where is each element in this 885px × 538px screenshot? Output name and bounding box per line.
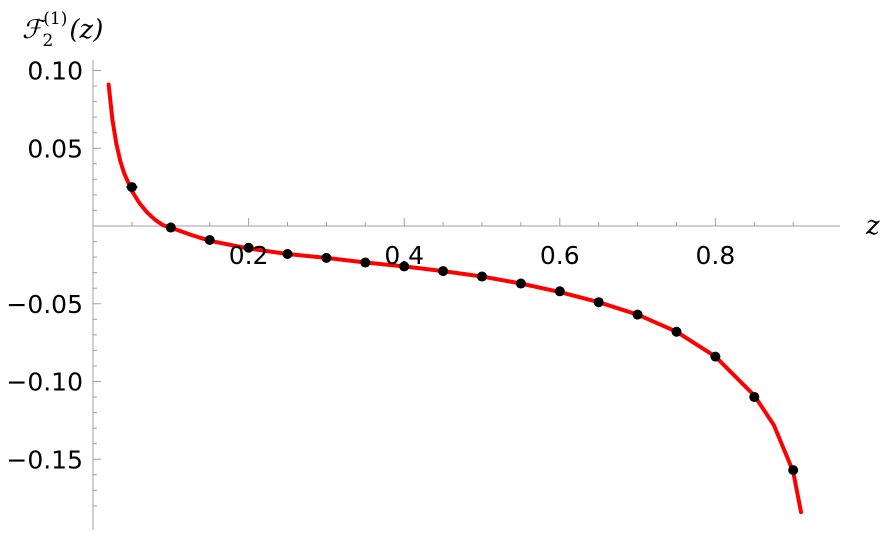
axes	[92, 60, 840, 530]
data-point	[204, 234, 215, 245]
data-point	[515, 278, 526, 289]
y-tick-label: −0.05	[6, 290, 83, 319]
y-title-superscript: (1)	[43, 9, 67, 29]
plot-area	[106, 82, 803, 515]
data-point	[477, 271, 487, 282]
fit-curve	[106, 82, 803, 515]
data-point	[554, 286, 565, 297]
data-point	[126, 182, 137, 193]
data-point	[593, 297, 604, 308]
tick-labels: 0.2 0.4 0.6 0.8 0.10 0.05 −0.05 −0.10 −0.15	[6, 57, 735, 475]
data-point	[438, 266, 449, 277]
y-title-subscript: 2	[42, 31, 53, 51]
y-tick-label: 0.10	[27, 57, 83, 86]
x-tick-label: 0.4	[384, 241, 424, 270]
x-tick-label: 0.6	[540, 241, 580, 270]
y-tick-label: −0.10	[6, 368, 83, 397]
y-tick-label: 0.05	[27, 134, 83, 163]
data-point	[710, 351, 721, 362]
data-point	[243, 242, 254, 253]
x-tick-label: 0.2	[229, 241, 269, 270]
data-point	[282, 248, 293, 259]
data-point	[749, 392, 760, 403]
y-axis-title: ℱ2(1)(z)	[22, 9, 103, 51]
data-point	[671, 326, 682, 337]
data-point	[632, 309, 643, 320]
data-point	[360, 257, 371, 268]
y-tick-label: −0.15	[6, 445, 83, 474]
data-point	[321, 252, 332, 263]
data-point	[399, 261, 410, 272]
x-axis-title: z	[865, 211, 880, 241]
data-point	[165, 222, 176, 233]
y-title-argument: (z)	[69, 15, 103, 45]
data-point	[788, 465, 799, 476]
x-tick-label: 0.8	[696, 241, 736, 270]
